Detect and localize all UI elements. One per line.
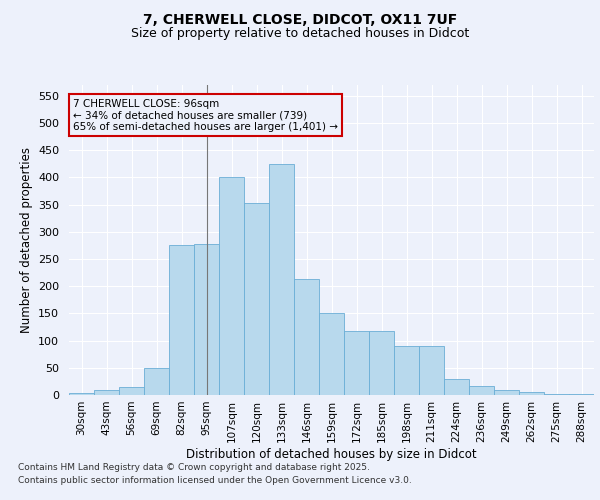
Y-axis label: Number of detached properties: Number of detached properties (20, 147, 32, 333)
Bar (294, 279, 319, 395)
Text: Size of property relative to detached houses in Didcot: Size of property relative to detached ho… (131, 28, 469, 40)
Bar (544, 394, 569, 395)
Text: Contains HM Land Registry data © Crown copyright and database right 2025.: Contains HM Land Registry data © Crown c… (18, 464, 370, 472)
Bar (219, 178, 244, 395)
Bar (369, 332, 394, 395)
Bar (169, 246, 194, 395)
Bar (494, 390, 519, 395)
Bar (269, 164, 294, 395)
Bar (344, 332, 369, 395)
Bar (469, 386, 494, 395)
Bar (194, 244, 219, 395)
Bar (94, 390, 119, 395)
Bar (519, 392, 544, 395)
Bar (144, 368, 169, 395)
Bar (244, 203, 269, 395)
Bar (394, 346, 419, 395)
Bar (419, 346, 444, 395)
Bar (444, 378, 469, 395)
Text: 7 CHERWELL CLOSE: 96sqm
← 34% of detached houses are smaller (739)
65% of semi-d: 7 CHERWELL CLOSE: 96sqm ← 34% of detache… (73, 98, 338, 132)
Text: 7, CHERWELL CLOSE, DIDCOT, OX11 7UF: 7, CHERWELL CLOSE, DIDCOT, OX11 7UF (143, 12, 457, 26)
Bar (569, 394, 594, 395)
Text: Contains public sector information licensed under the Open Government Licence v3: Contains public sector information licen… (18, 476, 412, 485)
X-axis label: Distribution of detached houses by size in Didcot: Distribution of detached houses by size … (186, 448, 477, 460)
Bar (119, 388, 144, 395)
Bar (319, 314, 344, 395)
Bar (69, 394, 94, 395)
